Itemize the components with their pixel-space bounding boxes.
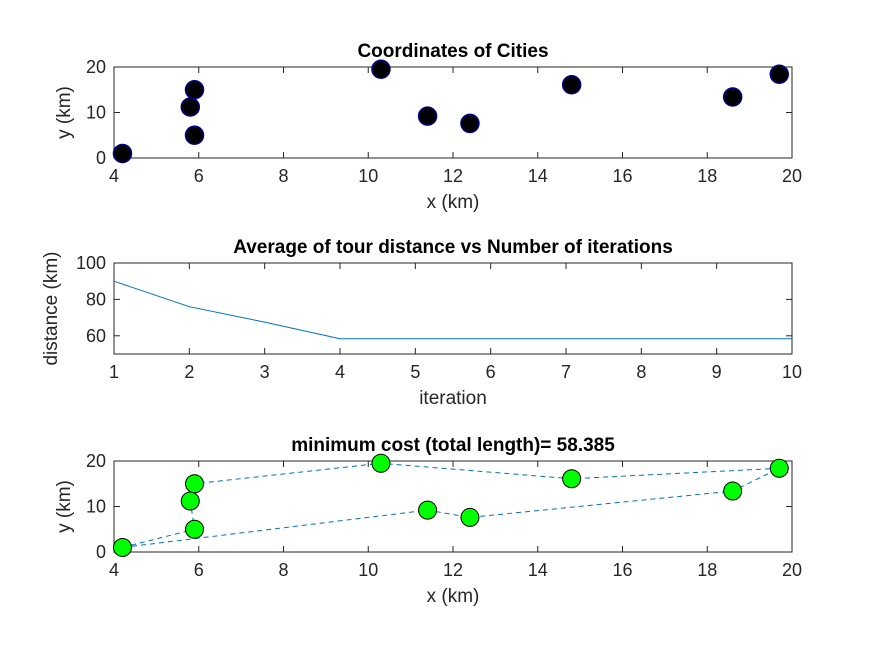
x-tick-label: 10 <box>782 362 802 382</box>
city-point <box>722 87 743 107</box>
y-tick-label: 20 <box>86 451 106 471</box>
tour-city-point <box>723 481 743 501</box>
chart-title: Average of tour distance vs Number of it… <box>233 237 673 258</box>
x-tick-label: 6 <box>194 166 204 186</box>
y-tick-label: 80 <box>86 289 106 309</box>
city-point <box>371 59 391 80</box>
y-tick-label: 20 <box>86 57 106 77</box>
y-tick-label: 0 <box>96 542 106 562</box>
y-tick-label: 0 <box>96 148 106 168</box>
tour-city-point <box>112 537 132 557</box>
chart-title: Coordinates of Cities <box>357 41 548 62</box>
x-tick-label: 4 <box>335 362 345 382</box>
tour-city-point <box>185 474 205 494</box>
x-tick-label: 12 <box>443 560 463 580</box>
city-point <box>184 125 205 145</box>
chart-1: Coordinates of Cities 4 6 8 10 12 14 16 18 20 0 10 2… <box>54 41 802 213</box>
chart-3: minimum cost (total length)= 58.385 4 6 8 10… <box>54 435 802 607</box>
x-tick-label: 3 <box>260 362 270 382</box>
x-tick-label: 16 <box>612 560 632 580</box>
y-tick-label: 60 <box>86 326 106 346</box>
x-tick-label: 5 <box>410 362 420 382</box>
y-tick-label: 10 <box>86 103 106 123</box>
city-point <box>180 97 201 117</box>
city-point <box>112 143 133 164</box>
city-point <box>769 64 790 85</box>
x-axis-label: x (km) <box>427 586 480 607</box>
x-tick-label: 6 <box>486 362 496 382</box>
y-tick-label: 10 <box>86 497 106 517</box>
x-tick-label: 10 <box>358 560 378 580</box>
x-tick-label: 8 <box>636 362 646 382</box>
tour-city-point <box>371 453 391 473</box>
tour-city-point <box>562 469 582 489</box>
tour-city-point <box>185 519 205 539</box>
y-axis-label: y (km) <box>54 86 75 139</box>
x-tick-label: 9 <box>712 362 722 382</box>
x-tick-label: 14 <box>528 560 548 580</box>
plot-area <box>113 262 793 355</box>
x-tick-label: 20 <box>782 560 802 580</box>
tour-city-point <box>769 458 789 478</box>
x-tick-label: 18 <box>697 560 717 580</box>
tour-city-point <box>180 491 200 511</box>
x-tick-label: 12 <box>443 166 463 186</box>
x-tick-label: 2 <box>184 362 194 382</box>
x-axis-label: iteration <box>419 388 487 409</box>
y-tick-label: 100 <box>76 253 106 273</box>
chart-2: Average of tour distance vs Number of it… <box>41 237 802 409</box>
x-tick-label: 4 <box>109 166 119 186</box>
city-point <box>417 106 438 126</box>
x-tick-label: 20 <box>782 166 802 186</box>
city-point <box>561 74 582 95</box>
x-tick-label: 8 <box>278 560 288 580</box>
plot-area <box>113 460 793 553</box>
x-tick-label: 10 <box>358 166 378 186</box>
tour-city-point <box>418 500 438 520</box>
series-line <box>113 280 792 340</box>
x-tick-label: 6 <box>194 560 204 580</box>
x-tick-label: 18 <box>697 166 717 186</box>
x-tick-label: 4 <box>109 560 119 580</box>
x-tick-label: 14 <box>528 166 548 186</box>
plot-area <box>113 66 793 159</box>
x-axis-label: x (km) <box>427 192 480 213</box>
x-tick-label: 8 <box>278 166 288 186</box>
city-point <box>184 80 205 100</box>
tour-city-point <box>460 507 480 527</box>
y-axis-label: y (km) <box>54 480 75 533</box>
y-axis-label: distance (km) <box>41 251 62 365</box>
city-point <box>460 113 480 134</box>
x-tick-label: 7 <box>561 362 571 382</box>
x-tick-label: 1 <box>109 362 119 382</box>
chart-title: minimum cost (total length)= 58.385 <box>291 435 615 456</box>
x-tick-label: 16 <box>612 166 632 186</box>
